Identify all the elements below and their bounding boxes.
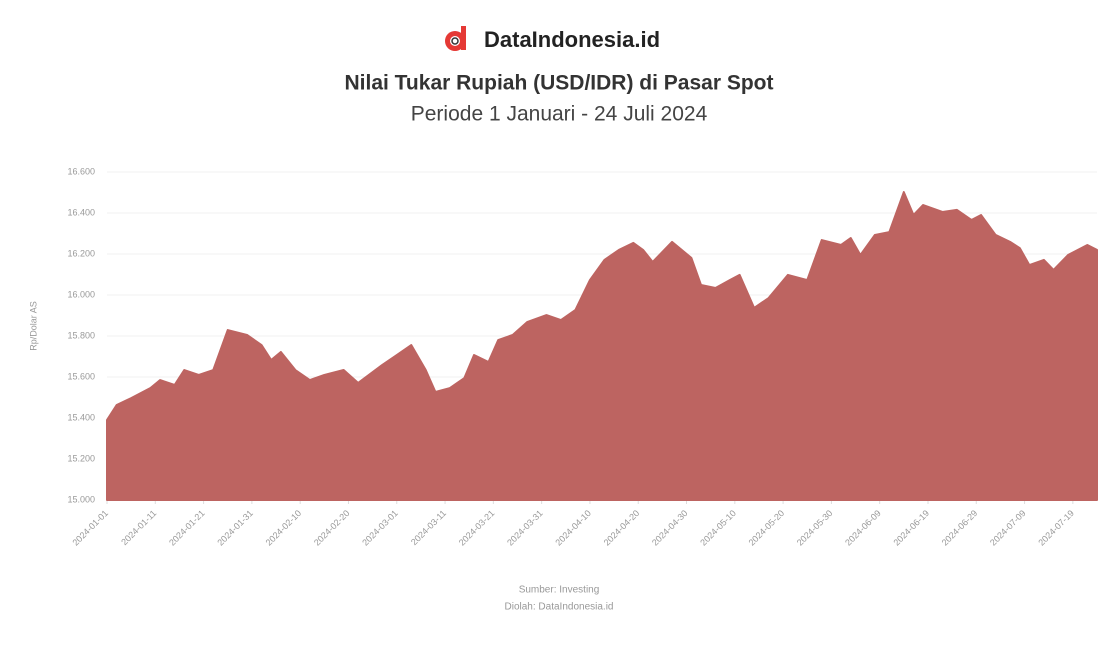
x-tick-label: 2024-07-19 <box>1036 508 1076 548</box>
x-tick-label: 2024-06-19 <box>891 508 931 548</box>
y-tick-label: 15.600 <box>67 371 95 381</box>
y-tick-label: 16.200 <box>67 248 95 258</box>
x-tick-label: 2024-01-31 <box>215 508 255 548</box>
x-tick-label: 2024-05-10 <box>698 508 738 548</box>
y-tick-label: 15.200 <box>67 453 95 463</box>
x-tick-label: 2024-06-29 <box>940 508 980 548</box>
y-axis-label: Rp/Dolar AS <box>28 301 38 351</box>
x-tick-label: 2024-02-20 <box>312 508 352 548</box>
x-tick-label: 2024-07-09 <box>988 508 1028 548</box>
y-tick-label: 16.600 <box>67 166 95 176</box>
x-tick-label: 2024-01-01 <box>70 508 110 548</box>
x-tick-label: 2024-06-09 <box>843 508 883 548</box>
x-tick-label: 2024-01-11 <box>119 508 158 547</box>
x-tick-label: 2024-04-30 <box>650 508 690 548</box>
chart-subtitle: Periode 1 Januari - 24 Juli 2024 <box>411 103 708 126</box>
y-tick-label: 15.800 <box>67 330 95 340</box>
logo <box>445 26 466 51</box>
x-tick-label: 2024-03-11 <box>409 508 448 547</box>
x-tick-label: 2024-04-20 <box>602 508 642 548</box>
x-tick-label: 2024-02-10 <box>264 508 304 548</box>
chart-title: Nilai Tukar Rupiah (USD/IDR) di Pasar Sp… <box>344 72 773 95</box>
y-tick-label: 15.400 <box>67 412 95 422</box>
x-tick-label: 2024-04-10 <box>553 508 593 548</box>
brand: DataIndonesia.id <box>484 27 660 52</box>
note: Diolah: DataIndonesia.id <box>505 602 614 613</box>
x-tick-label: 2024-01-21 <box>167 508 207 548</box>
x-tick-label: 2024-05-20 <box>747 508 787 548</box>
x-tick-label: 2024-03-21 <box>457 508 497 548</box>
y-tick-label: 15.000 <box>67 494 95 504</box>
y-tick-label: 16.400 <box>67 207 95 217</box>
y-tick-label: 16.000 <box>67 289 95 299</box>
x-tick-label: 2024-03-01 <box>360 508 400 548</box>
source: Sumber: Investing <box>519 585 600 596</box>
area <box>106 191 1098 501</box>
x-tick-label: 2024-05-30 <box>795 508 835 548</box>
x-tick-label: 2024-03-31 <box>505 508 545 548</box>
